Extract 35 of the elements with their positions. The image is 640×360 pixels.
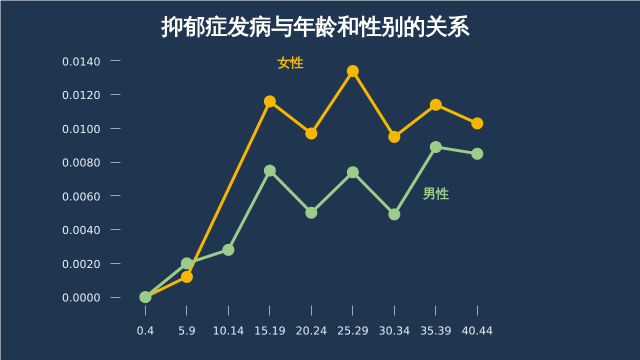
x-tick-label: 30.34 <box>378 324 410 338</box>
x-tick-label: 15.19 <box>254 324 286 338</box>
point <box>264 164 276 177</box>
y-tick-label: 0.0140 <box>62 55 101 68</box>
y-tick-label: 0.0040 <box>62 224 101 238</box>
x-tick-label: 5.9 <box>178 324 196 338</box>
point <box>180 270 193 283</box>
y-tick-label: 0.0020 <box>62 258 101 271</box>
chart-title: 抑郁症发病与年龄和性别的关系 <box>160 15 470 40</box>
point <box>222 244 234 256</box>
y-tick-label: 0.0080 <box>62 156 101 170</box>
x-tick-label: 10.14 <box>212 324 244 338</box>
point <box>471 148 484 160</box>
point <box>388 130 400 143</box>
point <box>180 257 193 270</box>
point <box>264 95 276 108</box>
y-tick-label: 0.0100 <box>62 122 101 136</box>
x-tick-label: 20.24 <box>296 324 328 338</box>
x-tick-label: 25.29 <box>337 324 369 338</box>
y-tick-label: 0.0060 <box>62 190 101 204</box>
point <box>346 65 359 78</box>
series-label: 男性 <box>422 186 449 202</box>
y-tick-label: 0.0120 <box>62 89 101 102</box>
series-label: 女性 <box>276 56 304 72</box>
point <box>305 127 318 140</box>
y-tick-label: 0.0000 <box>62 292 101 305</box>
point <box>346 166 359 178</box>
point <box>305 206 318 219</box>
point <box>430 98 442 111</box>
point <box>430 140 442 153</box>
point <box>388 208 400 220</box>
point <box>471 117 484 130</box>
x-tick-label: 35.39 <box>420 324 452 338</box>
x-tick-label: 0.4 <box>136 324 154 338</box>
x-tick-label: 40.44 <box>462 324 494 338</box>
